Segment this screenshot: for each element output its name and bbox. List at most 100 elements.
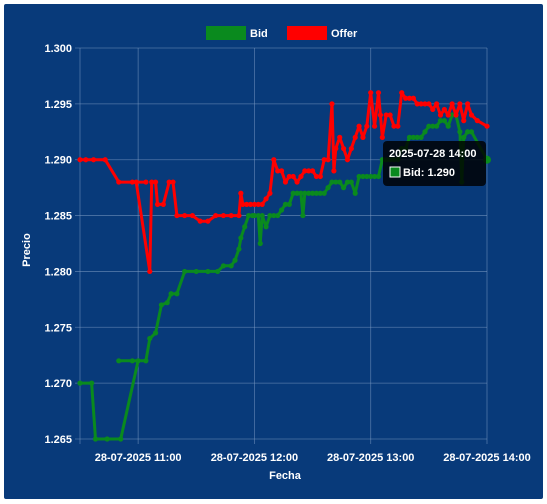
data-point-offer[interactable]	[434, 101, 440, 107]
data-point-offer[interactable]	[383, 112, 389, 118]
legend-item-bid[interactable]: Bid	[206, 26, 268, 40]
data-point-bid[interactable]	[418, 134, 424, 140]
data-point-bid[interactable]	[321, 190, 327, 196]
data-point-offer[interactable]	[329, 101, 335, 107]
data-point-offer[interactable]	[298, 173, 304, 180]
data-point-offer[interactable]	[356, 123, 362, 129]
data-point-offer[interactable]	[166, 179, 172, 185]
data-point-bid[interactable]	[242, 224, 248, 230]
data-point-bid[interactable]	[465, 129, 471, 135]
data-point-offer[interactable]	[426, 101, 432, 107]
data-point-bid[interactable]	[251, 212, 258, 219]
data-point-offer[interactable]	[437, 112, 444, 118]
data-point-offer[interactable]	[286, 173, 292, 180]
data-point-offer[interactable]	[133, 179, 139, 185]
data-point-offer[interactable]	[377, 112, 384, 118]
data-point-bid[interactable]	[205, 268, 211, 275]
data-point-offer[interactable]	[83, 157, 89, 163]
data-point-bid[interactable]	[457, 129, 463, 135]
legend-item-offer[interactable]: Offer	[287, 26, 358, 40]
data-point-bid[interactable]	[329, 179, 335, 185]
data-point-bid[interactable]	[215, 268, 221, 275]
data-point-bid[interactable]	[267, 212, 273, 219]
data-point-offer[interactable]	[77, 157, 83, 163]
data-point-offer[interactable]	[259, 201, 265, 207]
data-point-offer[interactable]	[445, 112, 451, 118]
data-point-offer[interactable]	[422, 101, 428, 107]
data-point-offer[interactable]	[321, 157, 327, 163]
data-point-offer[interactable]	[143, 179, 149, 185]
data-point-offer[interactable]	[474, 118, 480, 124]
data-point-offer[interactable]	[337, 134, 343, 140]
data-point-bid[interactable]	[371, 173, 378, 180]
data-point-offer[interactable]	[449, 101, 455, 107]
data-point-offer[interactable]	[205, 218, 211, 224]
data-point-bid[interactable]	[275, 212, 281, 219]
data-point-offer[interactable]	[430, 106, 436, 113]
data-point-offer[interactable]	[244, 201, 250, 207]
data-point-offer[interactable]	[247, 201, 254, 207]
data-point-offer[interactable]	[240, 201, 246, 207]
data-point-offer[interactable]	[379, 134, 385, 140]
data-point-bid[interactable]	[445, 123, 451, 129]
data-point-offer[interactable]	[364, 123, 370, 129]
data-point-bid[interactable]	[468, 129, 475, 135]
data-point-offer[interactable]	[251, 201, 258, 207]
data-point-offer[interactable]	[294, 179, 300, 185]
data-point-offer[interactable]	[236, 212, 242, 219]
data-point-offer[interactable]	[278, 168, 285, 174]
data-point-offer[interactable]	[275, 168, 281, 174]
data-point-offer[interactable]	[418, 101, 424, 107]
data-point-offer[interactable]	[406, 95, 413, 101]
data-point-offer[interactable]	[371, 123, 378, 129]
data-point-bid[interactable]	[257, 240, 263, 247]
data-point-offer[interactable]	[387, 112, 393, 118]
data-point-bid[interactable]	[309, 190, 316, 196]
data-point-offer[interactable]	[484, 123, 490, 129]
data-point-bid[interactable]	[238, 235, 244, 241]
legend[interactable]: Bid Offer	[206, 26, 358, 40]
data-point-offer[interactable]	[238, 190, 244, 196]
data-point-offer[interactable]	[457, 101, 463, 107]
data-point-bid[interactable]	[313, 190, 320, 196]
data-point-offer[interactable]	[410, 95, 416, 101]
data-point-offer[interactable]	[271, 157, 277, 163]
data-point-bid[interactable]	[430, 123, 436, 129]
data-point-offer[interactable]	[340, 145, 347, 152]
data-point-offer[interactable]	[465, 101, 471, 107]
data-point-offer[interactable]	[154, 201, 161, 207]
data-point-bid[interactable]	[271, 212, 277, 219]
data-point-offer[interactable]	[306, 168, 312, 174]
data-point-bid[interactable]	[278, 207, 285, 213]
data-point-offer[interactable]	[441, 106, 447, 113]
data-point-bid[interactable]	[414, 134, 420, 140]
data-point-offer[interactable]	[333, 145, 339, 152]
data-point-offer[interactable]	[170, 179, 176, 185]
data-point-bid[interactable]	[152, 330, 159, 336]
data-point-bid[interactable]	[437, 118, 444, 124]
data-point-offer[interactable]	[102, 157, 108, 163]
data-point-bid[interactable]	[422, 129, 428, 135]
data-point-offer[interactable]	[313, 173, 320, 180]
data-point-offer[interactable]	[149, 179, 155, 185]
data-point-bid[interactable]	[325, 185, 331, 191]
data-point-bid[interactable]	[360, 173, 366, 180]
data-point-bid[interactable]	[255, 212, 261, 219]
data-point-bid[interactable]	[129, 358, 135, 364]
data-point-offer[interactable]	[395, 123, 401, 129]
data-point-bid[interactable]	[294, 190, 300, 196]
data-point-bid[interactable]	[89, 380, 95, 386]
data-point-bid[interactable]	[461, 134, 467, 140]
data-point-bid[interactable]	[116, 358, 122, 364]
data-point-offer[interactable]	[290, 173, 296, 180]
data-point-offer[interactable]	[403, 95, 409, 101]
data-point-offer[interactable]	[228, 212, 234, 219]
data-point-offer[interactable]	[414, 101, 420, 107]
data-point-bid[interactable]	[92, 436, 99, 442]
data-point-bid[interactable]	[364, 173, 370, 180]
data-point-offer[interactable]	[453, 112, 459, 118]
data-point-bid[interactable]	[300, 212, 306, 219]
data-point-offer[interactable]	[375, 90, 382, 96]
data-point-bid[interactable]	[104, 436, 110, 442]
data-point-bid[interactable]	[232, 257, 238, 263]
